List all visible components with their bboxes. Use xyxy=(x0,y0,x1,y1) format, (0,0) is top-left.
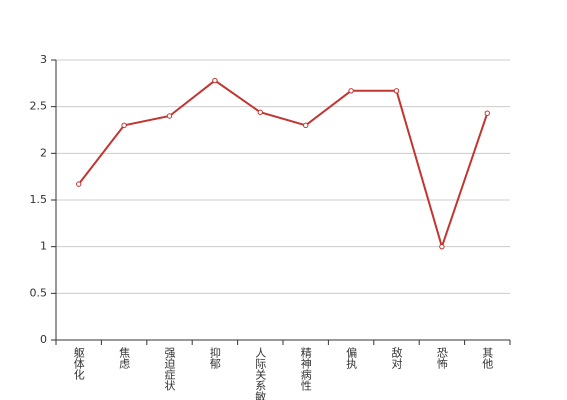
point xyxy=(166,113,173,119)
point xyxy=(76,181,82,187)
point xyxy=(348,88,354,94)
x-tick-label: 焦虑 xyxy=(118,347,131,369)
x-tick-label: 抑郁 xyxy=(208,346,221,369)
y-tick-label: 1 xyxy=(40,240,47,253)
point xyxy=(484,110,490,116)
y-tick-label: 2.5 xyxy=(30,100,48,113)
y-tick-label: 0.5 xyxy=(30,286,48,299)
x-tick-label: 其他 xyxy=(481,347,494,369)
point xyxy=(257,109,263,115)
point xyxy=(303,122,309,129)
y-tick-label: 1.5 xyxy=(30,193,48,206)
point xyxy=(439,243,445,250)
x-tick-label: 恐怖 xyxy=(435,347,448,369)
point xyxy=(393,88,400,94)
x-tick-label: 躯体化 xyxy=(72,347,85,381)
y-tick-label: 3 xyxy=(40,53,47,66)
x-tick-label: 敌对 xyxy=(390,346,403,369)
y-tick-label: 2 xyxy=(40,146,47,159)
point xyxy=(121,122,127,129)
x-tick-label: 偏执 xyxy=(345,346,358,370)
x-tick-label: 人际关系敏感 xyxy=(254,347,267,400)
x-tick-label: 精神病性 xyxy=(299,347,312,392)
point xyxy=(212,77,218,84)
y-tick-label: 0 xyxy=(40,333,47,346)
x-tick-label: 强迫症状 xyxy=(163,347,176,391)
line xyxy=(77,79,489,250)
